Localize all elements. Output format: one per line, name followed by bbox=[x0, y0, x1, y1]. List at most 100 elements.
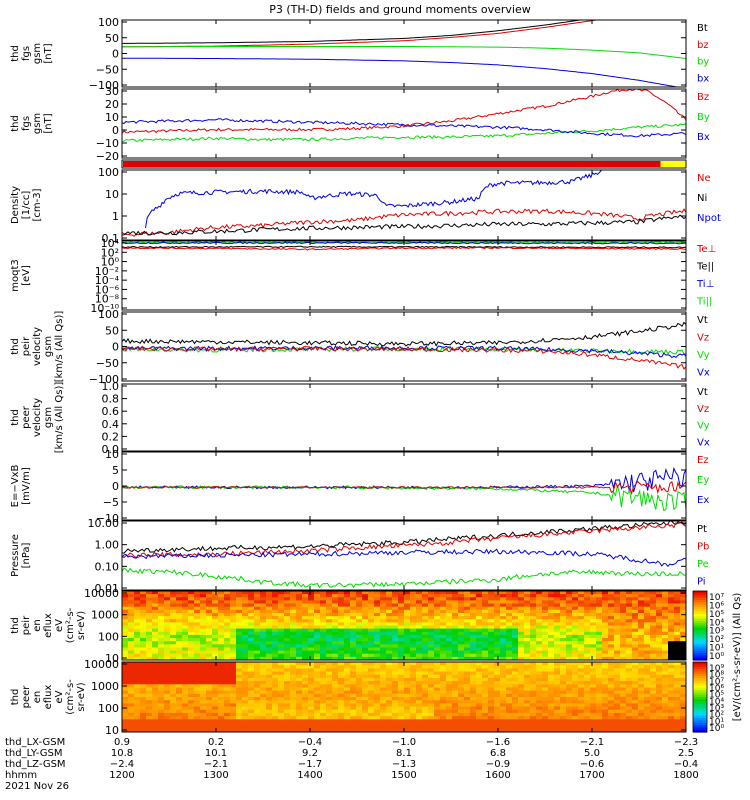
y-tick-label: 10⁻¹⁰ bbox=[90, 302, 119, 315]
y-tick-label: 10 bbox=[105, 448, 119, 461]
y-tick-label: 50 bbox=[105, 324, 119, 337]
y-tick-label: 10000 bbox=[84, 587, 119, 600]
y-tick-label: 50 bbox=[105, 32, 119, 45]
x-axis-value-thd_LZ-GSM: −1.7 bbox=[298, 759, 322, 770]
y-tick-label: 1000 bbox=[91, 680, 119, 693]
x-axis-value-thd_LX-GSM: 0.9 bbox=[114, 737, 130, 748]
series-line-density-Ne bbox=[122, 208, 686, 237]
y-tick-label: 0 bbox=[112, 480, 119, 493]
legend-entry-Bx: Bx bbox=[697, 132, 710, 143]
legend-entry-Vt: Vt bbox=[697, 315, 708, 326]
y-tick-label: 30 bbox=[105, 85, 119, 98]
y-axis-label-line: [km/s (All Qs)] bbox=[54, 382, 65, 454]
y-axis-label-line: gsm bbox=[32, 43, 43, 64]
legend-entry-Bz: Bz bbox=[697, 92, 709, 103]
y-axis-label-line: [cm-3] bbox=[32, 188, 43, 221]
y-axis-label-line: en bbox=[32, 691, 43, 704]
x-axis-value-thd_LY-GSM: 5.0 bbox=[584, 748, 600, 759]
y-axis-label-line: gsm bbox=[43, 336, 54, 357]
series-line-fgs_gsm_full-bx bbox=[122, 57, 677, 87]
legend-entry-bx: bx bbox=[697, 74, 709, 85]
quality-flag-red bbox=[123, 161, 661, 167]
x-axis-value-thd_LY-GSM: 2.5 bbox=[678, 748, 694, 759]
x-axis-value-thd_LX-GSM: 0.2 bbox=[208, 737, 224, 748]
legend-entry-Vy: Vy bbox=[697, 350, 710, 361]
y-axis-label-line: velocity bbox=[32, 327, 43, 366]
panel-peir_velocity: 100 50 0 −50 −100 thd peir velocity gsm [km/s (Al… bbox=[10, 308, 710, 386]
x-axis-value-thd_LX-GSM: −1.0 bbox=[392, 737, 416, 748]
series-line-pressure-Pb bbox=[122, 522, 686, 559]
colorbar-tick: 10² bbox=[709, 635, 724, 645]
x-label-ly: thd_LY-GSM bbox=[5, 748, 62, 759]
legend-entry-Vx: Vx bbox=[697, 367, 710, 378]
colorbar-tick: 10¹ bbox=[709, 644, 724, 654]
y-axis-label-line: thd bbox=[10, 115, 21, 132]
y-axis-label-line: Density bbox=[10, 186, 21, 224]
y-axis-label-line: thd bbox=[10, 338, 21, 355]
y-axis-label-line: gsm bbox=[32, 113, 43, 134]
y-tick-label: 10.00 bbox=[88, 517, 120, 530]
y-tick-label: 10 bbox=[105, 652, 119, 665]
y-tick-label: 100 bbox=[98, 166, 119, 179]
figure-title: P3 (TH-D) fields and ground moments over… bbox=[269, 3, 531, 16]
y-tick-label: 10⁰ bbox=[101, 256, 120, 269]
x-label-lx: thd_LX-GSM bbox=[5, 737, 65, 748]
y-tick-label: 0.4 bbox=[102, 418, 120, 431]
legend-entry-Ti⊥: Ti⊥ bbox=[696, 279, 714, 290]
colorbar-peer_eflux: 10⁹10⁸10⁷10⁶10⁵10⁴10³10²10¹10⁰[eV/(cm²-s… bbox=[692, 593, 743, 734]
x-axis-value-thd_LY-GSM: 6.8 bbox=[490, 748, 506, 759]
legend-entry-Vx: Vx bbox=[697, 438, 710, 449]
x-axis-value-thd_LY-GSM: 10.8 bbox=[111, 748, 133, 759]
date-label: 2021 Nov 26 bbox=[5, 781, 69, 792]
y-axis-label-line: eflux bbox=[43, 613, 54, 638]
x-axis-value-thd_LZ-GSM: −1.3 bbox=[392, 759, 416, 770]
x-label-hhmm: hhmm bbox=[5, 770, 37, 781]
y-axis-label-line: gsm bbox=[43, 407, 54, 428]
y-tick-label: 10 bbox=[105, 724, 119, 737]
y-tick-label: 0 bbox=[112, 124, 119, 137]
series-line-fgs_gsm_zoom-By bbox=[122, 123, 686, 143]
y-axis-label-line: moqt3 bbox=[10, 259, 21, 292]
legend-entry-Ex: Ex bbox=[697, 495, 709, 506]
series-group-efield bbox=[122, 466, 686, 512]
legend-entry-By: By bbox=[697, 112, 710, 123]
colorbar-tick: 10² bbox=[709, 711, 724, 721]
panel-peer_velocity: 1.00.80.60.40.20.0 thd peer velocity gsm [km/… bbox=[10, 380, 710, 456]
x-axis-value-hhmm: 1400 bbox=[297, 770, 322, 781]
y-tick-label: 0.10 bbox=[95, 560, 120, 573]
y-tick-label: 10⁻⁶ bbox=[95, 283, 120, 296]
y-axis-label-line: velocity bbox=[32, 398, 43, 437]
colorbar-label: [eV/(cm²-s-sr-eV)] (All Qs) bbox=[732, 593, 743, 722]
colorbar-tick: 10⁶ bbox=[709, 601, 724, 611]
y-axis-label-line: fgs bbox=[21, 116, 32, 131]
y-axis-label-line: eV bbox=[54, 619, 65, 632]
y-axis-label-line: peer bbox=[21, 405, 32, 429]
y-tick-label: −50 bbox=[96, 357, 119, 370]
y-axis-label-line: eV bbox=[54, 690, 65, 703]
y-tick-label: 0.6 bbox=[102, 405, 120, 418]
legend-entry-Bt: Bt bbox=[697, 23, 708, 34]
y-tick-label: 10000 bbox=[84, 658, 119, 671]
legend-entry-Vz: Vz bbox=[697, 404, 709, 415]
x-axis-value-thd_LX-GSM: −1.6 bbox=[486, 737, 510, 748]
legend-entry-Pt: Pt bbox=[697, 524, 707, 535]
legend-entry-Pb: Pb bbox=[697, 541, 709, 552]
panel-peer_eflux: 10⁹10⁸10⁷10⁶10⁵10⁴10³10²10¹10⁰[eV/(cm²-s… bbox=[10, 593, 743, 737]
panel-efield: 10 5 0 −5 −10 E=−VxB [mV/m] Ez Ey Ex bbox=[10, 448, 709, 525]
y-axis-label-line: thd bbox=[10, 617, 21, 634]
y-tick-label: 10⁻² bbox=[95, 265, 119, 278]
colorbar-tick: 10⁷ bbox=[709, 677, 724, 687]
y-axis-label-line: sr-eV) bbox=[76, 682, 87, 711]
y-axis-label-line: peir bbox=[21, 615, 32, 635]
series-line-pressure-Pt bbox=[122, 521, 686, 554]
y-axis-label-line: peir bbox=[21, 336, 32, 356]
series-line-fgs_gsm_full-Bt bbox=[122, 20, 585, 44]
y-tick-label: −100 bbox=[89, 79, 119, 92]
x-axis-value-thd_LZ-GSM: −0.6 bbox=[580, 759, 604, 770]
series-line-peir_velocity-Vt bbox=[122, 321, 686, 347]
y-tick-label: 1000 bbox=[91, 609, 119, 622]
